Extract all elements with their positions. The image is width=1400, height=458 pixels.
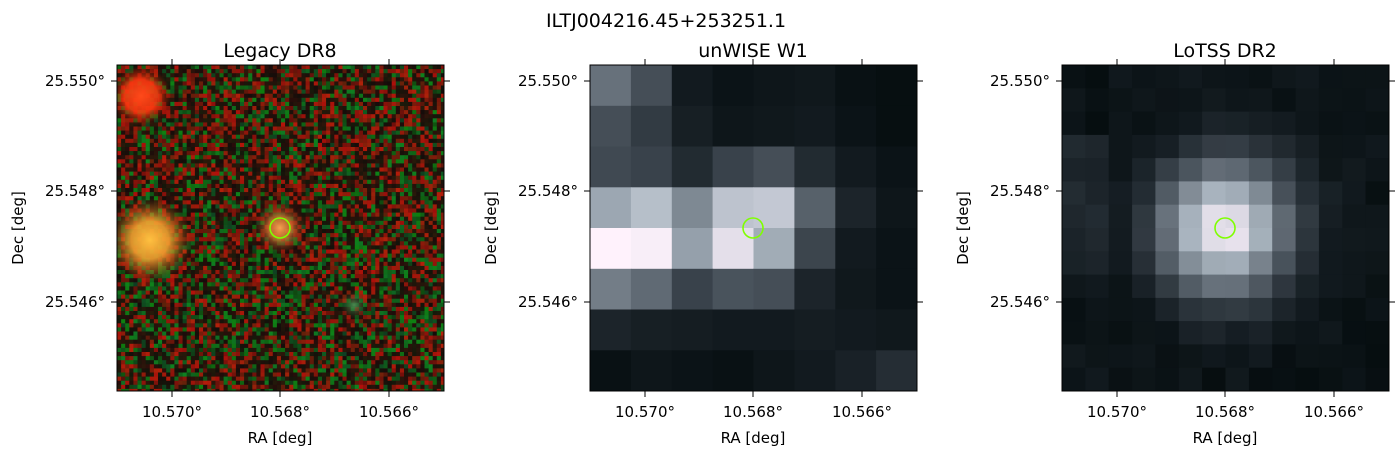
target-source-blob [254,202,306,254]
x-tick-label: 10.568° [723,403,783,421]
x-tick-label: 10.570° [142,403,202,421]
y-tick-label: 25.550° [45,72,105,90]
y-axis-label: Dec [deg] [954,191,972,265]
red-star-blob [117,66,171,126]
x-tick-label: 10.570° [615,403,675,421]
x-tick-label: 10.568° [250,403,310,421]
x-axis-label: RA [deg] [248,429,313,447]
panel-title: unWISE W1 [698,40,807,62]
legacy-image [117,65,444,391]
y-tick-label: 25.546° [45,293,105,311]
target-marker-circle [269,217,291,239]
panel-title: LoTSS DR2 [1173,40,1277,62]
y-tick-label: 25.548° [45,182,105,200]
x-tick-label: 10.566° [832,403,892,421]
y-tick-label: 25.548° [990,182,1050,200]
x-axis-label: RA [deg] [721,429,786,447]
lotss-image [1062,65,1389,391]
y-axis-label: Dec [deg] [9,191,27,265]
target-marker-circle [1214,217,1236,239]
panel-title: Legacy DR8 [223,40,336,62]
y-tick-label: 25.550° [518,72,578,90]
y-tick-label: 25.550° [990,72,1050,90]
panel-lotss: LoTSS DR2 10.570° 10.568° 10.566° 25.550… [954,40,1395,447]
tick-marks [1056,59,1395,397]
x-tick-label: 10.566° [1304,403,1364,421]
orange-galaxy-blob [117,198,192,282]
y-tick-label: 25.546° [990,293,1050,311]
tick-marks [584,59,923,397]
tick-marks [111,59,450,397]
green-smudge-blob [340,291,368,319]
unwise-image [590,65,917,391]
target-marker-circle [742,217,764,239]
panel-unwise: unWISE W1 10.570° 10.568° 10.566° 25.550… [482,40,923,447]
x-axis-label: RA [deg] [1193,429,1258,447]
x-tick-label: 10.568° [1195,403,1255,421]
panel-legacy: Legacy DR8 10.570° 10.568° 10.566° 25.55… [9,40,450,447]
x-tick-label: 10.566° [359,403,419,421]
x-tick-label: 10.570° [1087,403,1147,421]
y-tick-label: 25.546° [518,293,578,311]
y-tick-label: 25.548° [518,182,578,200]
y-axis-label: Dec [deg] [482,191,500,265]
figure-suptitle: ILTJ004216.45+253251.1 [546,10,786,32]
